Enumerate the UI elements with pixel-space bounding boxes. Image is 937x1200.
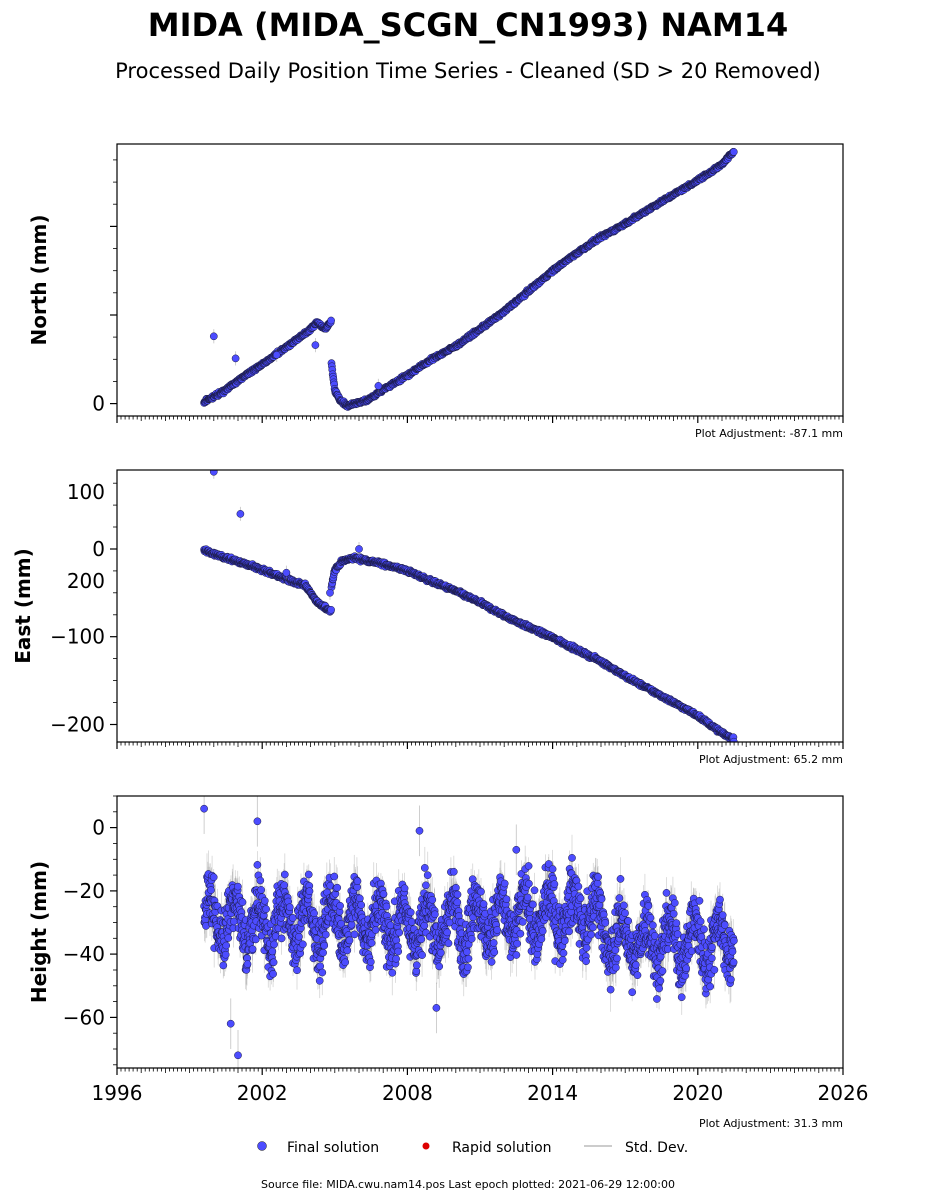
north-final-points [200,147,738,411]
north-outlier-point [231,354,240,363]
north-x-ticks [116,416,844,423]
north-outlier-point [209,332,218,341]
east-final-points [200,470,738,742]
chart-title: MIDA (MIDA_SCGN_CN1993) NAM14 [148,6,789,44]
north-y-tick-label: 200 [67,569,105,593]
panel-north: 0 100 200 North (mm) Plot Adjustment: -87.1 … [27,143,844,593]
north-y-tick-label: 0 [92,392,105,416]
chart-subtitle: Processed Daily Position Time Series - C… [115,59,821,83]
north-y-axis-label: North (mm) [27,214,51,345]
east-plot-area [200,470,738,742]
north-axes-frame [116,143,844,417]
north-outlier-point [272,351,281,359]
north-std-dev-bars [203,149,735,410]
north-outlier-point [374,382,383,390]
east-final-point [327,605,335,614]
north-plot-adjustment: Plot Adjustment: -87.1 mm [695,427,843,440]
north-y-tick-label: 100 [67,480,105,504]
north-y-ticks [110,159,117,405]
north-final-point [729,148,738,156]
north-outlier-point [311,341,320,349]
panels: 0 100 200 North (mm) Plot Adjustment: -87.1 … [11,143,868,1130]
north-plot-area [200,147,738,411]
north-final-point [327,316,335,325]
